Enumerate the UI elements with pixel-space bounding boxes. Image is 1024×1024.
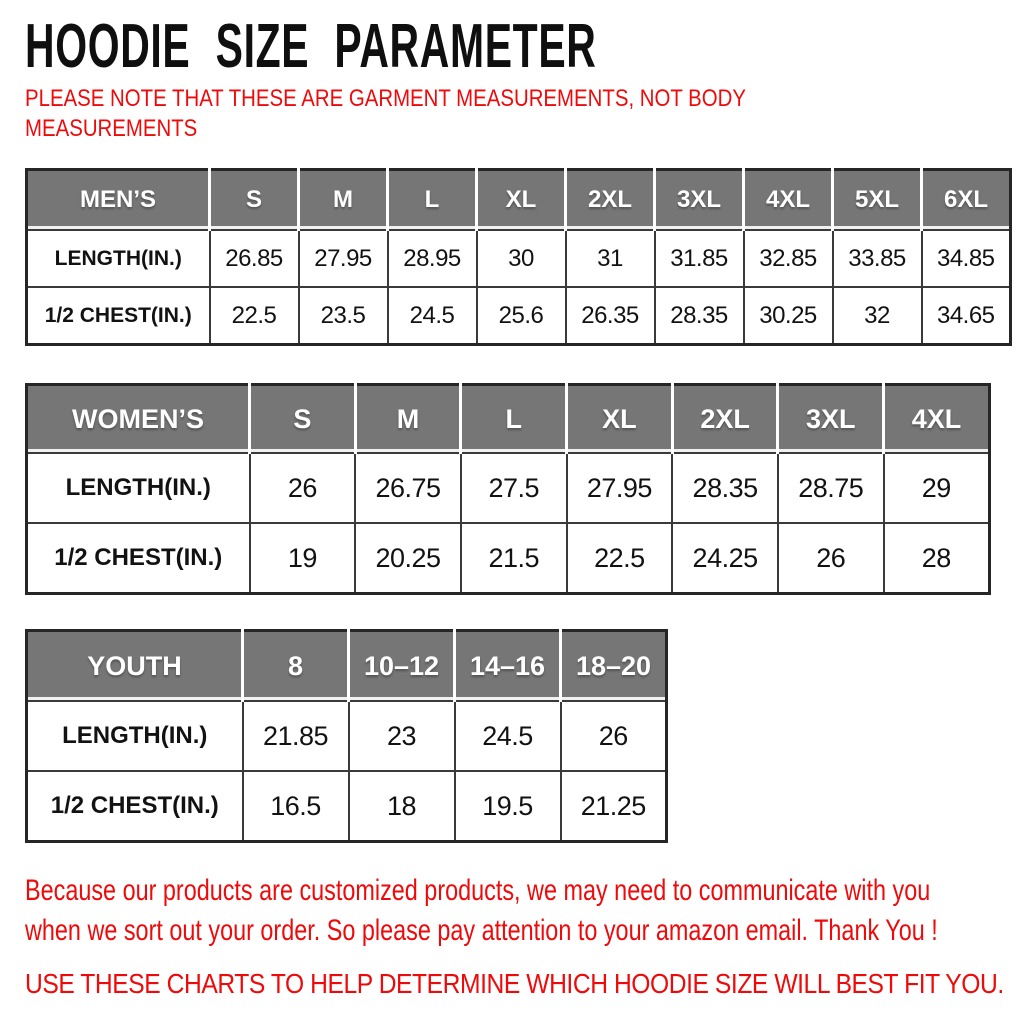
measure-label-cell: LENGTH(IN.) xyxy=(25,452,251,524)
womens-header-row: WOMEN’S S M L XL 2XL 3XL 4XL xyxy=(25,383,991,454)
mens-table-title-cell: MEN’S xyxy=(25,168,211,231)
womens-size-table: WOMEN’S S M L XL 2XL 3XL 4XL LENGTH(IN.)… xyxy=(25,383,991,595)
measure-value-cell: 33.85 xyxy=(831,229,923,288)
measure-value-cell: 28.75 xyxy=(776,452,885,524)
mens-length-row: LENGTH(IN.) 26.85 27.95 28.95 30 31 31.8… xyxy=(25,229,1012,288)
youth-chest-row: 1/2 CHEST(IN.) 16.5 18 19.5 21.25 xyxy=(25,770,668,843)
measure-label-cell: 1/2 CHEST(IN.) xyxy=(25,286,211,346)
measure-value-cell: 28.95 xyxy=(386,229,478,288)
measure-value-cell: 31.85 xyxy=(653,229,745,288)
size-header-cell: 5XL xyxy=(831,168,923,231)
size-header-cell: 8 xyxy=(241,629,350,702)
measure-value-cell: 26 xyxy=(559,700,668,772)
measure-value-cell: 26.75 xyxy=(354,452,462,524)
measure-value-cell: 30.25 xyxy=(742,286,834,346)
size-header-cell: L xyxy=(459,383,568,454)
measure-value-cell: 26.85 xyxy=(208,229,300,288)
size-chart-page: HOODIE SIZE PARAMETER PLEASE NOTE THAT T… xyxy=(25,12,1012,999)
mens-header-row: MEN’S S M L XL 2XL 3XL 4XL 5XL 6XL xyxy=(25,168,1012,231)
size-header-cell: 3XL xyxy=(776,383,885,454)
youth-size-table: YOUTH 8 10–12 14–16 18–20 LENGTH(IN.) 21… xyxy=(25,629,668,843)
measure-label-cell: LENGTH(IN.) xyxy=(25,229,211,288)
measure-value-cell: 29 xyxy=(882,452,991,524)
measure-value-cell: 16.5 xyxy=(241,770,350,843)
womens-length-row: LENGTH(IN.) 26 26.75 27.5 27.95 28.35 28… xyxy=(25,452,991,524)
garment-measurements-note: PLEASE NOTE THAT THESE ARE GARMENT MEASU… xyxy=(25,85,746,142)
measure-value-cell: 28.35 xyxy=(653,286,745,346)
measure-value-cell: 19.5 xyxy=(453,770,562,843)
measure-value-cell: 23 xyxy=(347,700,456,772)
measure-value-cell: 23.5 xyxy=(297,286,389,346)
page-title: HOODIE SIZE PARAMETER xyxy=(25,12,597,81)
measure-value-cell: 21.85 xyxy=(241,700,350,772)
measure-value-cell: 32 xyxy=(831,286,923,346)
measure-label-cell: 1/2 CHEST(IN.) xyxy=(25,770,244,843)
size-header-cell: XL xyxy=(475,168,567,231)
size-header-cell: 2XL xyxy=(564,168,656,231)
measure-label-cell: 1/2 CHEST(IN.) xyxy=(25,522,251,595)
size-header-cell: 2XL xyxy=(670,383,779,454)
size-header-cell: 4XL xyxy=(742,168,834,231)
measure-value-cell: 19 xyxy=(248,522,357,595)
measure-value-cell: 22.5 xyxy=(565,522,674,595)
measure-value-cell: 24.25 xyxy=(671,522,779,595)
size-header-cell: M xyxy=(297,168,389,231)
measure-value-cell: 27.95 xyxy=(565,452,674,524)
measure-value-cell: 32.85 xyxy=(742,229,834,288)
measure-value-cell: 31 xyxy=(564,229,656,288)
size-header-cell: S xyxy=(248,383,357,454)
measure-value-cell: 30 xyxy=(475,229,567,288)
size-header-cell: 10–12 xyxy=(347,629,456,702)
measure-value-cell: 21.25 xyxy=(559,770,668,843)
measure-value-cell: 28 xyxy=(882,522,991,595)
size-header-cell: M xyxy=(353,383,462,454)
youth-header-row: YOUTH 8 10–12 14–16 18–20 xyxy=(25,629,668,702)
measure-value-cell: 25.6 xyxy=(475,286,567,346)
chart-usage-note: USE THESE CHARTS TO HELP DETERMINE WHICH… xyxy=(25,967,1004,999)
measure-value-cell: 26 xyxy=(248,452,357,524)
womens-table-title-cell: WOMEN’S xyxy=(25,383,251,454)
size-header-cell: S xyxy=(208,168,300,231)
measure-value-cell: 18 xyxy=(347,770,456,843)
measure-value-cell: 24.5 xyxy=(386,286,478,346)
measure-value-cell: 27.95 xyxy=(297,229,389,288)
mens-chest-row: 1/2 CHEST(IN.) 22.5 23.5 24.5 25.6 26.35… xyxy=(25,286,1012,346)
womens-chest-row: 1/2 CHEST(IN.) 19 20.25 21.5 22.5 24.25 … xyxy=(25,522,991,595)
size-header-cell: 18–20 xyxy=(559,629,668,702)
size-header-cell: XL xyxy=(565,383,674,454)
measure-value-cell: 26.35 xyxy=(564,286,656,346)
size-header-cell: 3XL xyxy=(653,168,745,231)
measure-value-cell: 20.25 xyxy=(354,522,462,595)
size-header-cell: L xyxy=(386,168,478,231)
size-header-cell: 6XL xyxy=(920,168,1012,231)
youth-table-title-cell: YOUTH xyxy=(25,629,244,702)
measure-value-cell: 21.5 xyxy=(459,522,568,595)
measure-value-cell: 27.5 xyxy=(459,452,568,524)
measure-value-cell: 22.5 xyxy=(208,286,300,346)
measure-label-cell: LENGTH(IN.) xyxy=(25,700,244,772)
youth-length-row: LENGTH(IN.) 21.85 23 24.5 26 xyxy=(25,700,668,772)
size-header-cell: 14–16 xyxy=(453,629,562,702)
measure-value-cell: 24.5 xyxy=(453,700,562,772)
measure-value-cell: 34.65 xyxy=(920,286,1012,346)
measure-value-cell: 26 xyxy=(776,522,885,595)
size-header-cell: 4XL xyxy=(882,383,991,454)
measure-value-cell: 34.85 xyxy=(920,229,1012,288)
measure-value-cell: 28.35 xyxy=(671,452,779,524)
customization-contact-note: Because our products are customized prod… xyxy=(25,874,938,947)
mens-size-table: MEN’S S M L XL 2XL 3XL 4XL 5XL 6XL LENGT… xyxy=(25,168,1012,346)
